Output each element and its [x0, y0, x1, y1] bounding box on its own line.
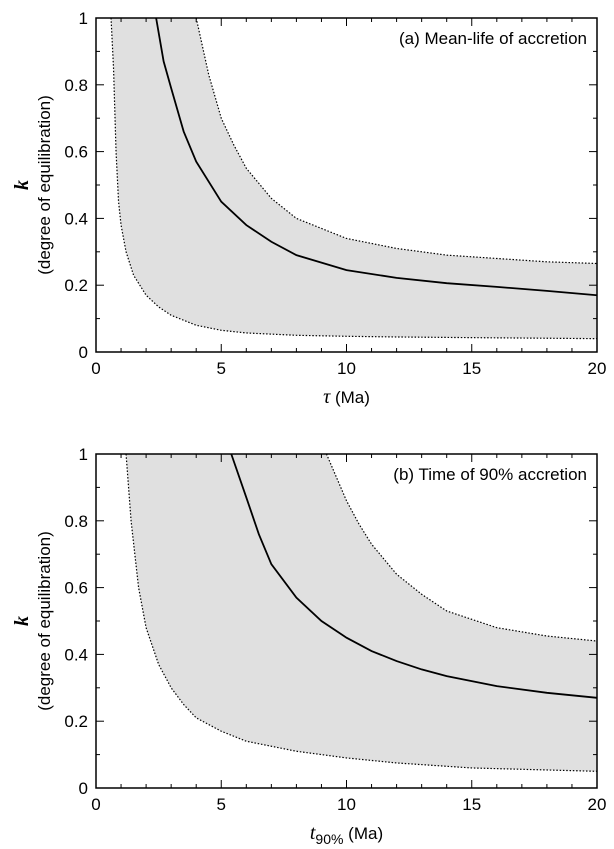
shaded-band — [126, 454, 597, 772]
x-axis-symbol: t — [310, 822, 316, 844]
y-tick-label: 0.2 — [64, 276, 88, 295]
y-axis-description: (degree of equilibration) — [35, 531, 54, 711]
y-tick-label: 1 — [79, 445, 88, 464]
y-tick-label: 0.8 — [64, 512, 88, 531]
x-tick-label: 15 — [462, 359, 481, 378]
y-tick-label: 0 — [79, 343, 88, 362]
x-tick-label: 5 — [217, 795, 226, 814]
y-tick-label: 0.4 — [64, 645, 88, 664]
y-tick-label: 0 — [79, 779, 88, 798]
shaded-band — [111, 18, 597, 339]
y-axis-symbol: k — [11, 616, 33, 626]
chart-panel-1: 0 5 10 15 20 0 0.2 0.4 0.6 0.8 1 (b) Time of 90% ac… — [11, 445, 606, 847]
x-tick-label: 20 — [588, 795, 607, 814]
x-tick-label: 15 — [462, 795, 481, 814]
y-tick-label: 0.2 — [64, 712, 88, 731]
x-tick-label: 5 — [217, 359, 226, 378]
series-line-bound-1 — [325, 453, 598, 642]
x-tick-label: 10 — [337, 359, 356, 378]
y-tick-label: 0.8 — [64, 76, 88, 95]
y-tick-label: 0.6 — [64, 579, 88, 598]
panel-label: (a) Mean-life of accretion — [399, 29, 587, 48]
y-axis-symbol: k — [11, 180, 33, 190]
x-axis-title: τ (Ma) — [323, 386, 370, 408]
x-axis-unit: (Ma) — [330, 388, 370, 407]
x-tick-label: 20 — [588, 359, 607, 378]
x-tick-label: 10 — [337, 795, 356, 814]
panel-label: (b) Time of 90% accretion — [393, 465, 587, 484]
series-line-bound-2 — [110, 17, 598, 340]
y-tick-label: 0.6 — [64, 143, 88, 162]
series-line-bound-2 — [125, 453, 598, 772]
y-axis-description: (degree of equilibration) — [35, 95, 54, 275]
y-axis-title: k (degree of equilibration) — [11, 95, 54, 275]
series-line-central — [230, 453, 598, 699]
series-line-bound-1 — [195, 17, 598, 265]
series-line-central — [155, 17, 598, 297]
x-axis-title: t90% (Ma) — [310, 822, 383, 847]
x-axis-subscript: 90% — [315, 831, 343, 847]
x-tick-label: 0 — [91, 795, 100, 814]
y-tick-label: 1 — [79, 9, 88, 28]
y-tick-label: 0.4 — [64, 209, 88, 228]
chart-panel-0: 0 5 10 15 20 0 0.2 0.4 0.6 0.8 1 (a) Mean-life of a… — [11, 9, 606, 408]
x-tick-label: 0 — [91, 359, 100, 378]
x-axis-symbol: τ — [323, 386, 331, 408]
x-axis-unit: (Ma) — [343, 824, 383, 843]
y-axis-title: k (degree of equilibration) — [11, 531, 54, 711]
